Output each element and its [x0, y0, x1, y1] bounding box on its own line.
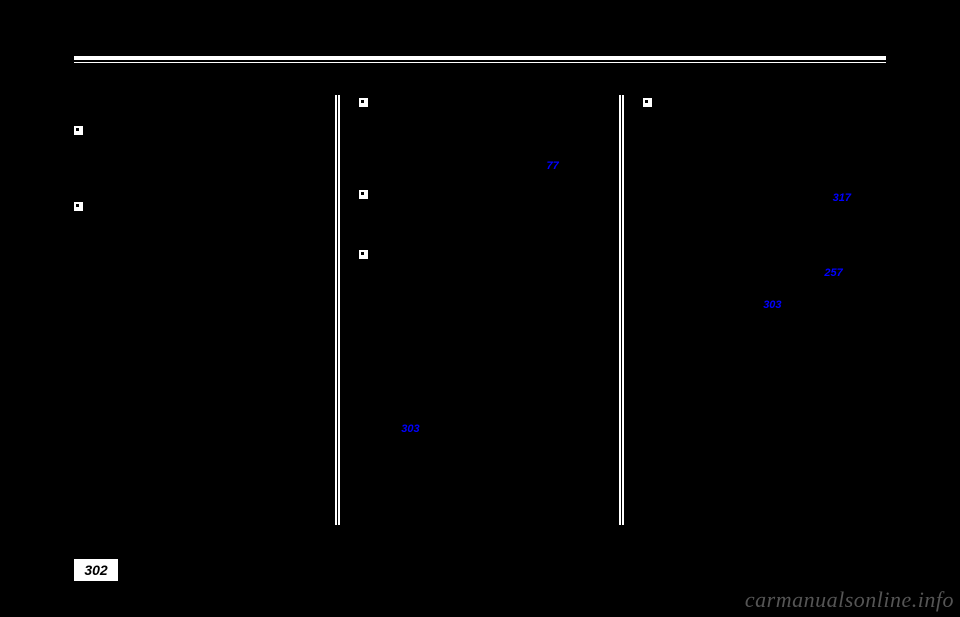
bullet-icon [74, 202, 83, 211]
intro-text: Your new Honda is covered by these warra… [74, 95, 317, 111]
bullet-text: Seat Belt Limited Warranty – a seat belt… [658, 95, 886, 223]
bullet-item: Replacement Battery Limited Warranty – t… [359, 187, 602, 235]
page-link[interactable]: 257 [824, 267, 842, 279]
bullet-item: New Vehicle Limited Warranty – covers yo… [74, 123, 317, 187]
page-link[interactable]: 317 [833, 192, 851, 204]
bullet-icon [359, 190, 368, 199]
paragraph: Tire warranty information is in the tire… [643, 235, 886, 315]
page-link[interactable]: 303 [401, 423, 419, 435]
bullet-item: Replacement Muffler Lifetime Limited War… [359, 247, 602, 438]
bullet-icon [74, 126, 83, 135]
bullet-text: Replacement Battery Limited Warranty – t… [374, 187, 602, 235]
bullet-item: Seat Belt Limited Warranty – a seat belt… [643, 95, 886, 223]
bullet-icon [359, 98, 368, 107]
bullet-text: Original Equipment Battery Limited Warra… [374, 95, 602, 175]
page-link[interactable]: 303 [763, 299, 781, 311]
watermark: carmanualsonline.info [745, 587, 954, 613]
bullet-icon [643, 98, 652, 107]
bullet-item: Emissions Control Systems Defects Warran… [74, 199, 317, 295]
bullet-text: Emissions Control Systems Defects Warran… [89, 199, 317, 295]
bullet-icon [359, 250, 368, 259]
bullet-text: New Vehicle Limited Warranty – covers yo… [89, 123, 317, 187]
page-link[interactable]: 77 [547, 160, 559, 172]
bullet-text: Replacement Muffler Lifetime Limited War… [374, 247, 602, 438]
page-number: 302 [74, 559, 118, 581]
bullet-item: Original Equipment Battery Limited Warra… [359, 95, 602, 175]
